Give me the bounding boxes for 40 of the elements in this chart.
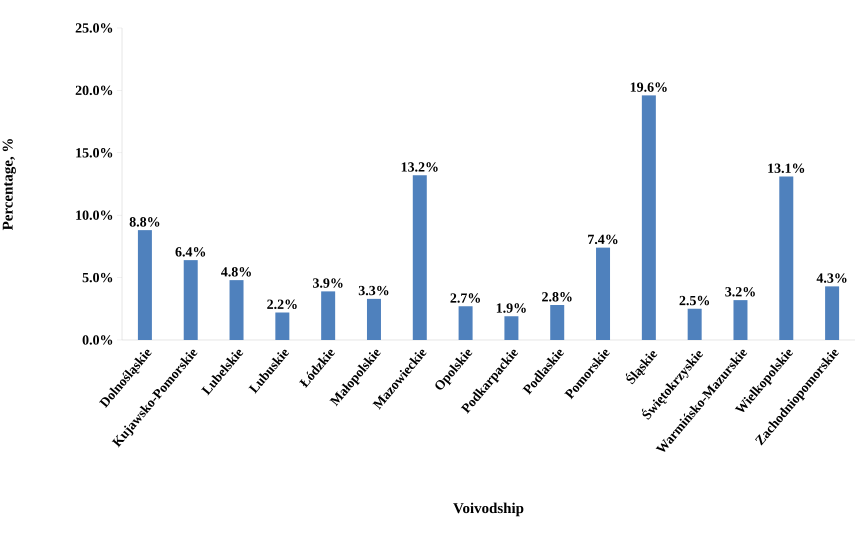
data-label: 1.9%: [496, 303, 526, 313]
data-label: 2.5%: [680, 296, 710, 306]
bar: [596, 248, 610, 340]
y-tick-label: 5.0%: [82, 272, 112, 282]
data-label: 2.8%: [542, 292, 572, 302]
data-label: 3.2%: [725, 287, 755, 297]
data-label: 3.9%: [313, 278, 343, 288]
bar: [504, 316, 518, 340]
y-tick-label: 25.0%: [76, 23, 112, 33]
data-label: 8.8%: [130, 217, 160, 227]
bar: [642, 95, 656, 340]
bar: [366, 298, 381, 340]
bar: [321, 291, 336, 340]
data-label: 4.8%: [221, 267, 251, 277]
bar: [779, 176, 794, 340]
bar: [458, 306, 473, 340]
data-label: 7.4%: [588, 234, 618, 244]
bar: [688, 308, 702, 340]
x-axis-title: Voivodship: [453, 502, 524, 516]
y-tick-label: 0.0%: [82, 335, 112, 345]
bar: [138, 230, 152, 340]
y-axis-title: Percentage, %: [2, 139, 16, 230]
data-label: 2.7%: [450, 293, 480, 303]
bar: [412, 175, 427, 340]
y-tick-label: 20.0%: [76, 86, 112, 96]
data-label: 2.2%: [267, 300, 297, 310]
y-tick-label: 10.0%: [76, 210, 112, 220]
data-label: 3.3%: [358, 286, 388, 296]
data-label: 13.2%: [402, 162, 438, 172]
data-label: 19.6%: [630, 82, 667, 92]
bar: [230, 280, 244, 340]
data-label: 4.3%: [816, 273, 846, 283]
bar: [184, 260, 198, 340]
bar: [825, 286, 840, 340]
bar: [550, 305, 564, 340]
data-label: 6.4%: [176, 247, 206, 257]
bar: [733, 300, 748, 340]
y-tick-label: 15.0%: [76, 148, 112, 158]
bar: [275, 312, 290, 340]
data-label: 13.1%: [768, 164, 804, 173]
